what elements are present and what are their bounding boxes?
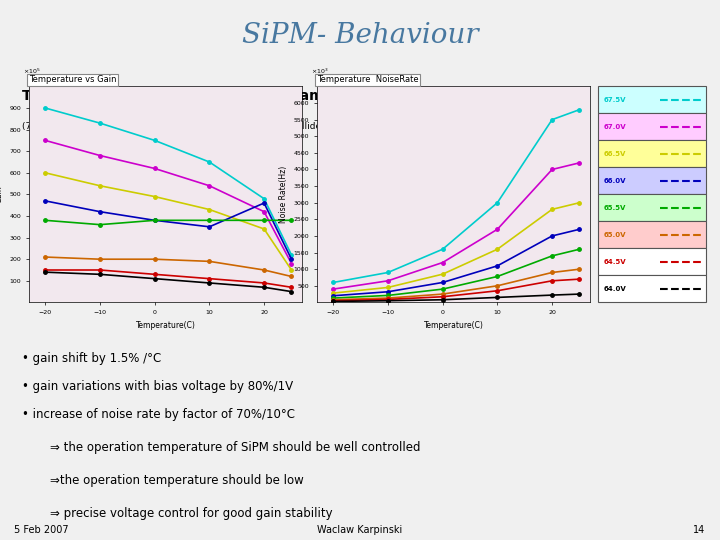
Text: 64.5V: 64.5V bbox=[604, 259, 626, 265]
Y-axis label: Noise Rate(Hz): Noise Rate(Hz) bbox=[279, 166, 288, 223]
X-axis label: Temperature(C): Temperature(C) bbox=[135, 321, 196, 329]
Bar bbox=[598, 113, 706, 140]
X-axis label: Temperature(C): Temperature(C) bbox=[423, 321, 484, 329]
Text: $\times 10^3$: $\times 10^3$ bbox=[311, 66, 329, 76]
Text: Temperature depandance from Nakamura (KOBE): Temperature depandance from Nakamura (KO… bbox=[22, 89, 409, 103]
Bar bbox=[598, 86, 706, 113]
Bar bbox=[598, 194, 706, 221]
Bar bbox=[598, 140, 706, 167]
Text: 64.0V: 64.0V bbox=[604, 286, 627, 292]
Text: (7th ACFA Workshop on Physics and Detector at the Linear Collider): (7th ACFA Workshop on Physics and Detect… bbox=[22, 122, 328, 131]
Bar bbox=[598, 275, 706, 302]
Bar bbox=[598, 248, 706, 275]
Text: 67.0V: 67.0V bbox=[604, 124, 626, 130]
Text: 65.0V: 65.0V bbox=[604, 232, 626, 238]
Text: • gain shift by 1.5% /°C: • gain shift by 1.5% /°C bbox=[22, 352, 161, 365]
Text: 5 Feb 2007: 5 Feb 2007 bbox=[14, 525, 69, 535]
Bar bbox=[598, 221, 706, 248]
Text: ⇒the operation temperature should be low: ⇒the operation temperature should be low bbox=[50, 474, 304, 487]
Text: • gain variations with bias voltage by 80%/1V: • gain variations with bias voltage by 8… bbox=[22, 380, 293, 393]
Bar bbox=[598, 167, 706, 194]
Text: Temperature  NoiseRate: Temperature NoiseRate bbox=[317, 75, 418, 84]
Text: 66.5V: 66.5V bbox=[604, 151, 626, 157]
Text: Waclaw Karpinski: Waclaw Karpinski bbox=[318, 525, 402, 535]
Text: 65.5V: 65.5V bbox=[604, 205, 626, 211]
Text: 66.0V: 66.0V bbox=[604, 178, 626, 184]
Text: $\times 10^5$: $\times 10^5$ bbox=[23, 66, 41, 76]
Text: Temperature vs Gain: Temperature vs Gain bbox=[29, 75, 117, 84]
Text: SiPM- Behaviour: SiPM- Behaviour bbox=[242, 22, 478, 49]
Y-axis label: Gain: Gain bbox=[0, 186, 4, 203]
Text: • increase of noise rate by factor of 70%/10°C: • increase of noise rate by factor of 70… bbox=[22, 408, 294, 421]
Text: ⇒ the operation temperature of SiPM should be well controlled: ⇒ the operation temperature of SiPM shou… bbox=[50, 441, 421, 454]
Text: 67.5V: 67.5V bbox=[604, 97, 626, 103]
Text: 14: 14 bbox=[693, 525, 706, 535]
Text: ⇒ precise voltage control for good gain stability: ⇒ precise voltage control for good gain … bbox=[50, 507, 333, 520]
